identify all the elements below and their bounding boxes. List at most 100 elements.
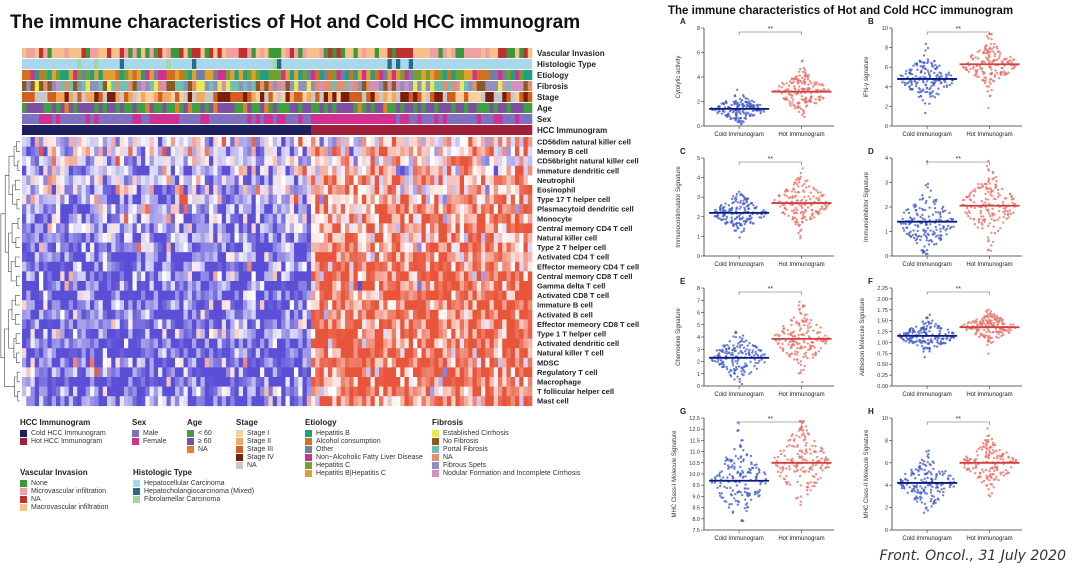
heatmap-cell [281,137,286,147]
heatmap-cell [247,252,252,263]
data-point [734,116,737,120]
heatmap-cell [510,146,516,157]
heatmap-cell [391,300,397,311]
heatmap-cell [438,261,444,272]
heatmap-cell [153,137,159,147]
heatmap-cell [204,309,210,320]
heatmap-cell [158,309,163,320]
heatmap-cell [515,165,520,176]
data-point [923,72,927,75]
heatmap-cell [430,165,435,176]
heatmap-cell [247,319,252,330]
data-point [993,52,997,56]
annotation-cell [34,92,40,102]
heatmap-cell [141,175,146,186]
annotation-cell [149,59,155,69]
data-point [923,67,927,70]
heatmap-cell [421,185,427,195]
data-point [721,109,725,113]
heatmap-cell [374,185,380,195]
heatmap-cell [464,252,469,263]
annotation-cell [238,103,244,113]
heatmap-cell [289,261,295,272]
heatmap-cell [379,348,384,359]
heatmap-cell [277,252,282,263]
heatmap-cell [221,329,227,339]
heatmap-cell [468,329,473,339]
heatmap-cell [187,377,193,387]
annotation-cell [268,81,274,91]
annotation-cell [77,103,82,113]
heatmap-cell [162,338,167,349]
heatmap-cell [328,396,333,407]
heatmap-cell [455,271,461,282]
heatmap-cell [43,367,48,378]
heatmap-cell [332,146,337,157]
data-point [998,54,1001,58]
heatmap-cell [234,165,240,176]
heatmap-cell [387,146,393,157]
annotation-cell [39,59,44,69]
heatmap-cell [387,309,393,320]
heatmap-cell [413,309,418,320]
heatmap-cell [22,146,27,157]
heatmap-cell [60,309,65,320]
heatmap-cell [196,377,201,387]
annotation-cell [209,48,214,58]
annotation-cell [192,81,197,91]
heatmap-cell [413,156,418,167]
heatmap-cell [175,338,180,349]
heatmap-cell [430,242,435,253]
heatmap-cell [404,281,410,291]
heatmap-cell [98,223,104,234]
heatmap-cell [502,213,507,224]
heatmap-cell [425,204,431,215]
heatmap-cell [417,300,422,311]
heatmap-cell [22,223,27,234]
annotation-cell [175,114,180,124]
heatmap-cell [196,233,201,243]
heatmap-cell [485,281,490,291]
heatmap-cell [145,233,150,243]
heatmap-cell [374,367,380,378]
heatmap-cell [162,252,167,263]
heatmap-cell [285,290,291,301]
heatmap-cell [328,386,333,397]
annotation-cell [289,92,295,102]
heatmap-cell [26,281,31,291]
heatmap-cell [464,271,469,282]
heatmap-cell [319,233,325,243]
heatmap-cell [230,223,235,234]
data-point [718,110,721,113]
heatmap-cell [455,396,461,407]
annotation-cell [238,114,244,124]
heatmap-cell [64,185,70,195]
heatmap-cell [64,137,70,147]
row-label: Natural killer cell [537,234,597,243]
heatmap-cell [315,213,320,224]
heatmap-cell [200,377,206,387]
heatmap-cell [357,213,363,224]
data-point [935,92,938,95]
heatmap-cell [281,309,286,320]
heatmap-cell [502,223,507,234]
annotation-cell [311,81,316,91]
heatmap-cell [170,309,176,320]
heatmap-cell [226,396,231,407]
heatmap-cell [119,204,125,215]
heatmap-cell [294,338,299,349]
heatmap-cell [281,396,286,407]
annotation-cell [179,92,184,102]
heatmap-cell [77,329,82,339]
heatmap-cell [98,194,104,205]
heatmap-cell [132,137,138,147]
heatmap-cell [43,348,48,359]
heatmap-cell [175,175,180,186]
heatmap-cell [234,319,240,330]
heatmap-cell [107,252,112,263]
annotation-cell [289,70,295,80]
heatmap-cell [107,377,112,387]
heatmap-cell [77,146,82,157]
data-point [924,42,928,46]
heatmap-cell [166,261,172,272]
